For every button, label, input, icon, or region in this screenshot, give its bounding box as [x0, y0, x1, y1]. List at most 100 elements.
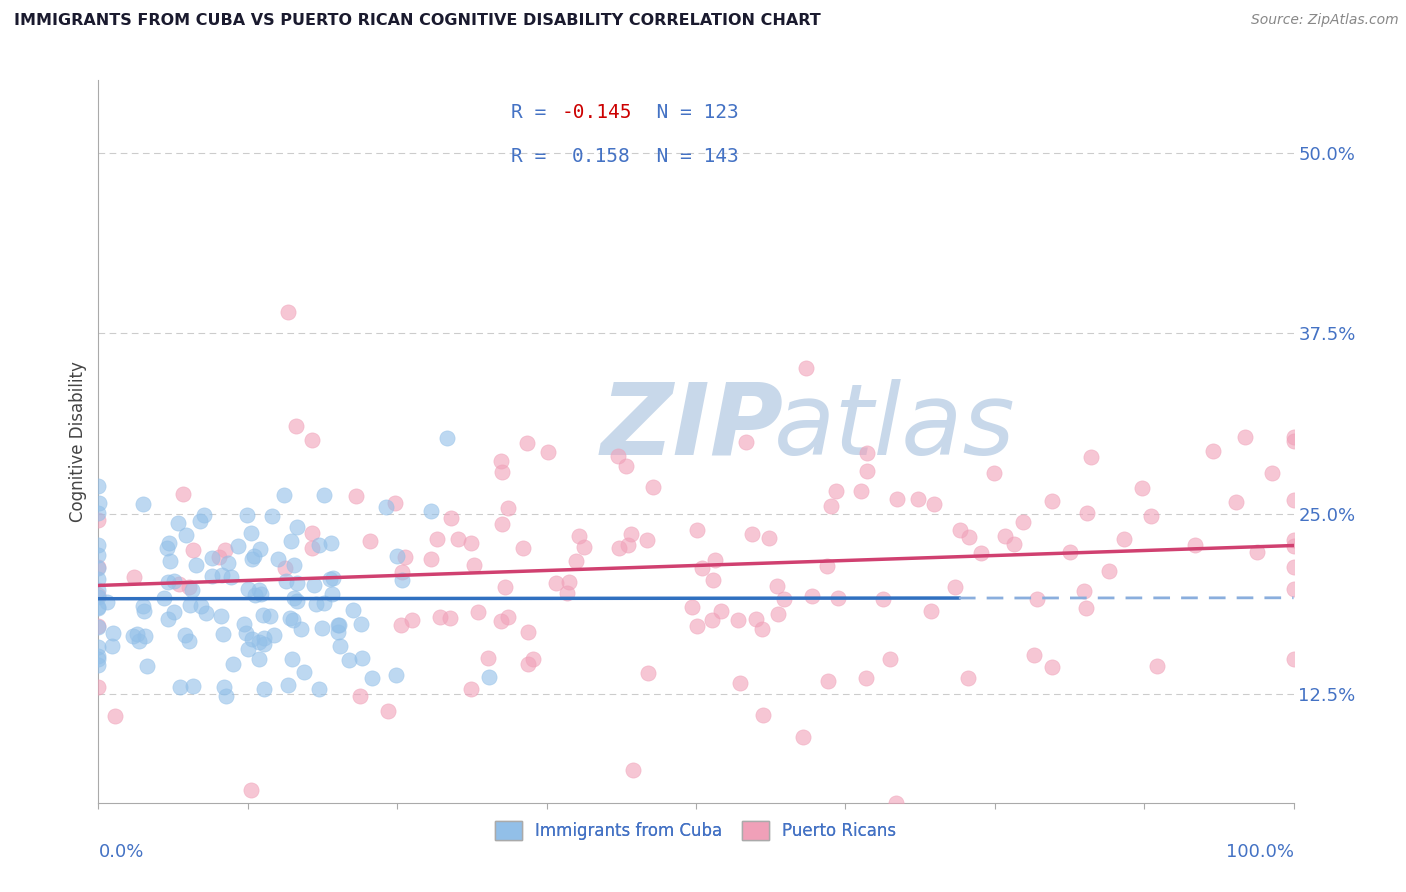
Point: [983, 466, 1005, 480]
Point: [281, 652, 304, 666]
Point: [321, 587, 343, 601]
Text: IMMIGRANTS FROM CUBA VS PUERTO RICAN COGNITIVE DISABILITY CORRELATION CHART: IMMIGRANTS FROM CUBA VS PUERTO RICAN COG…: [14, 13, 821, 29]
Point: [87, 479, 110, 493]
Point: [236, 508, 259, 523]
Point: [87, 681, 110, 695]
Point: [87, 652, 110, 666]
Point: [96, 595, 118, 609]
Text: atlas: atlas: [773, 378, 1015, 475]
Point: [311, 621, 333, 635]
Point: [285, 594, 308, 608]
Point: [132, 599, 155, 613]
Point: [262, 508, 284, 523]
Point: [359, 534, 381, 549]
Point: [283, 558, 305, 572]
Point: [1282, 533, 1305, 548]
Point: [617, 538, 640, 552]
Text: 0.0%: 0.0%: [98, 843, 143, 861]
Point: [249, 582, 271, 597]
Point: [193, 508, 215, 522]
Point: [491, 466, 513, 480]
Point: [163, 574, 186, 588]
Point: [751, 622, 773, 636]
Point: [855, 671, 877, 685]
Point: [209, 608, 232, 623]
Text: Source: ZipAtlas.com: Source: ZipAtlas.com: [1251, 13, 1399, 28]
Point: [344, 489, 367, 503]
Point: [101, 639, 124, 653]
Point: [758, 531, 780, 545]
Point: [766, 579, 789, 593]
Point: [243, 588, 266, 602]
Point: [957, 530, 980, 544]
Point: [201, 569, 224, 583]
Point: [494, 580, 516, 594]
Point: [607, 541, 630, 555]
Text: -0.145: -0.145: [562, 103, 633, 122]
Point: [319, 572, 342, 586]
Text: R =: R =: [510, 103, 558, 122]
Point: [263, 627, 285, 641]
Point: [157, 612, 180, 626]
Point: [253, 681, 276, 696]
Point: [1282, 539, 1305, 553]
Point: [555, 586, 578, 600]
Point: [489, 454, 512, 468]
Point: [326, 617, 349, 632]
Point: [292, 665, 315, 679]
Point: [273, 488, 295, 502]
Point: [1282, 492, 1305, 507]
Point: [700, 613, 723, 627]
Point: [460, 681, 482, 696]
Point: [212, 626, 235, 640]
Point: [477, 651, 499, 665]
Point: [429, 610, 451, 624]
Point: [439, 611, 461, 625]
Point: [125, 626, 148, 640]
Point: [463, 558, 485, 572]
Text: R =: R =: [510, 147, 569, 166]
Point: [201, 550, 224, 565]
Point: [1012, 515, 1035, 529]
Point: [512, 541, 534, 556]
Point: [208, 549, 231, 564]
Point: [172, 487, 194, 501]
Point: [159, 554, 181, 568]
Point: [745, 612, 768, 626]
Point: [195, 606, 218, 620]
Point: [87, 640, 110, 654]
Point: [342, 603, 364, 617]
Point: [1184, 538, 1206, 552]
Point: [702, 573, 724, 587]
Point: [212, 680, 235, 694]
Text: 0.158: 0.158: [572, 147, 630, 166]
Point: [104, 709, 127, 723]
Point: [259, 609, 281, 624]
Point: [87, 620, 110, 634]
Point: [872, 592, 894, 607]
Point: [87, 658, 110, 673]
Point: [186, 558, 208, 573]
Point: [253, 631, 276, 645]
Point: [240, 551, 263, 566]
Point: [219, 569, 242, 583]
Point: [735, 434, 758, 449]
Point: [89, 496, 111, 510]
Point: [122, 570, 145, 584]
Point: [301, 433, 323, 447]
Point: [692, 561, 714, 575]
Point: [686, 523, 709, 537]
Point: [180, 582, 202, 597]
Text: ZIP: ZIP: [600, 378, 783, 475]
Point: [970, 546, 993, 560]
Point: [285, 520, 308, 534]
Point: [87, 649, 110, 664]
Point: [312, 596, 335, 610]
Point: [792, 730, 814, 744]
Y-axis label: Cognitive Disability: Cognitive Disability: [69, 361, 87, 522]
Point: [849, 484, 872, 499]
Point: [135, 659, 157, 673]
Point: [436, 431, 458, 445]
Point: [179, 633, 201, 648]
Point: [496, 501, 519, 516]
